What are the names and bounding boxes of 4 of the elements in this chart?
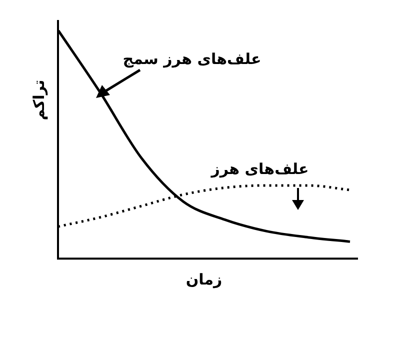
- x-axis-title: زمان: [186, 270, 222, 288]
- series-label: علف‌های هرز: [210, 160, 309, 178]
- y-axis-title: تراکم: [30, 80, 48, 120]
- series-label: علف‌های هرز سمج: [122, 50, 262, 68]
